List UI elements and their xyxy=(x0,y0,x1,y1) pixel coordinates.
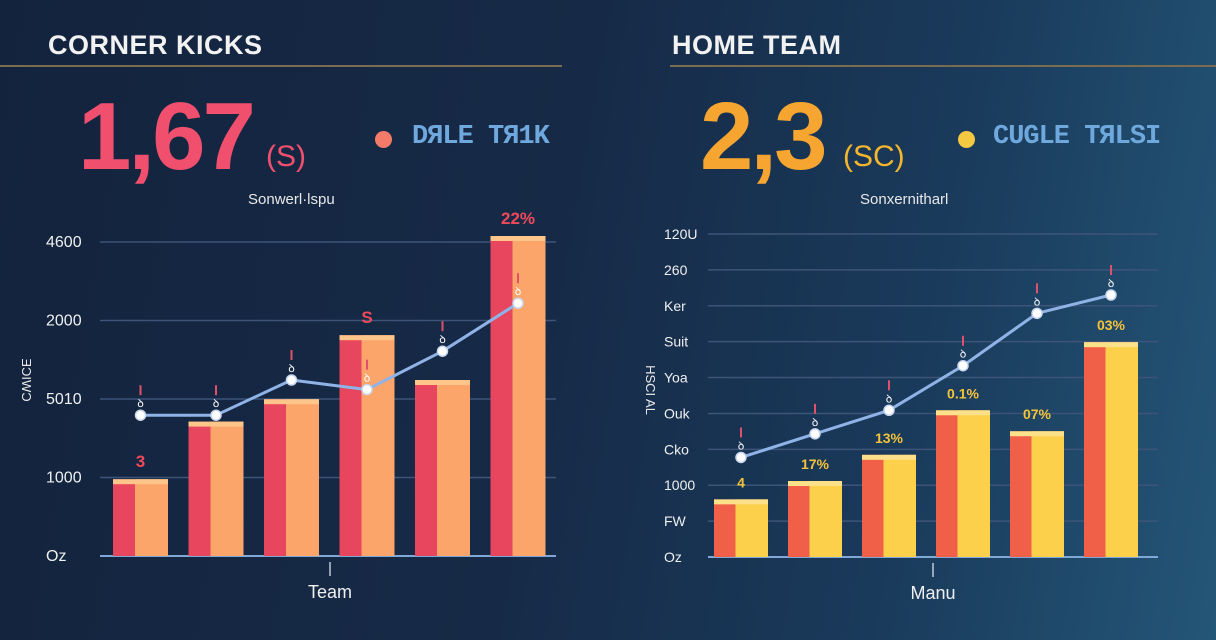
bar xyxy=(1084,342,1138,557)
line-point xyxy=(735,451,747,464)
bar-value-label: 3 xyxy=(136,452,145,471)
big-stat-value: 2,3 xyxy=(700,83,827,190)
bar-cap xyxy=(862,454,916,460)
legend-dot-icon xyxy=(375,131,392,148)
bar-value-label: 07% xyxy=(1023,406,1052,422)
y-tick-label: 2000 xyxy=(46,313,82,330)
line-point xyxy=(134,409,147,421)
line-point-label: ꝺ xyxy=(364,372,371,385)
bar xyxy=(339,335,395,556)
bar-cap xyxy=(264,399,319,405)
bar xyxy=(1010,431,1064,557)
bar-cap xyxy=(1084,342,1138,348)
y-tick-label: 4600 xyxy=(46,234,82,251)
legend-dot-icon xyxy=(958,131,975,148)
panel-corner-kicks: CORNER KICKS 1,67 (S) DЯLE TЯ1K Sonwerl·… xyxy=(0,0,600,640)
bar xyxy=(788,481,842,557)
line-point-label: ꝺ xyxy=(137,397,144,410)
bar xyxy=(862,454,916,557)
bar xyxy=(936,410,990,557)
y-tick-label: Ouk xyxy=(664,405,691,421)
y-tick-label: 1000 xyxy=(46,470,82,487)
bar-cap xyxy=(490,236,546,241)
line-point-label: ꝺ xyxy=(288,362,295,375)
line-point-label: ꝺ xyxy=(1034,295,1041,308)
big-stat-unit: (SC) xyxy=(843,140,905,173)
trend-line xyxy=(140,301,519,417)
y-tick-label: Yoa xyxy=(664,370,688,386)
line-point-label: ꝺ xyxy=(738,439,745,452)
panel-title: HOME TEAM xyxy=(672,30,842,60)
bar-cap xyxy=(339,335,395,341)
line-point xyxy=(436,345,449,357)
y-tick-label: 5010 xyxy=(46,391,82,408)
y-tick-label: FW xyxy=(664,513,687,529)
corner-kicks-chart: 4600 2000 5010 1000 Oz ƎƆIWƆ 3 S 22% ꝺ ꝺ ꝺ ꝺ ꝺ ꝺ Team xyxy=(19,209,556,602)
y-tick-label: Oz xyxy=(664,549,682,565)
line-point xyxy=(285,374,298,386)
bar-value-label: S xyxy=(361,308,372,327)
y-tick-label: Suit xyxy=(664,334,688,350)
bar xyxy=(490,236,546,556)
line-point-label: ꝺ xyxy=(213,397,220,410)
panel-home-team: HOME TEAM 2,3 (SC) CUGLE TЯLSI Sonxernit… xyxy=(608,0,1216,640)
bar xyxy=(415,380,470,556)
bar-cap xyxy=(714,499,768,505)
x-axis-label: Team xyxy=(308,582,352,602)
bar xyxy=(264,399,319,556)
line-point-label: ꝺ xyxy=(515,285,522,298)
bar-cap xyxy=(788,481,842,487)
bar-cap xyxy=(936,410,990,416)
chart-subtitle: Sonxernitharl xyxy=(860,191,949,208)
bar-value-label: 4 xyxy=(737,474,745,490)
line-point-label: ꝺ xyxy=(960,348,967,361)
bar-value-label: 22% xyxy=(501,209,535,228)
line-point xyxy=(1105,289,1117,301)
y-tick-label: 120U xyxy=(664,226,697,242)
line-point-label: ꝺ xyxy=(1108,277,1115,290)
bar xyxy=(188,421,244,556)
y-axis-label: HSCI AL xyxy=(643,365,658,415)
legend-label: CUGLE TЯLSI xyxy=(993,122,1161,152)
panel-title: CORNER KICKS xyxy=(48,30,263,60)
bar-value-label: 03% xyxy=(1097,317,1126,333)
legend-label: DЯLE TЯ1K xyxy=(412,122,550,152)
home-team-chart: 120U 260 Ker Suit Yoa Ouk Cko 1000 FW Oz HSCI AL 4 1… xyxy=(643,226,1158,603)
x-axis-label: Manu xyxy=(910,583,955,603)
y-axis-label: ƎƆIWƆ xyxy=(19,358,34,401)
bar-cap xyxy=(188,421,244,427)
line-point xyxy=(210,409,222,421)
line-point-label: ꝺ xyxy=(886,392,893,405)
y-tick-label: 260 xyxy=(664,262,688,278)
y-tick-label: 1000 xyxy=(664,477,695,493)
bar-value-label: 17% xyxy=(801,456,830,472)
title-divider xyxy=(670,65,1216,67)
y-tick-label: Ker xyxy=(664,298,686,314)
big-stat-unit: (S) xyxy=(266,140,306,173)
title-divider xyxy=(0,65,562,67)
bar-cap xyxy=(1010,431,1064,437)
bar-value-label: 0.1% xyxy=(947,385,979,401)
bar xyxy=(113,479,168,556)
line-point xyxy=(957,359,969,372)
bar-value-label: 13% xyxy=(875,430,904,446)
line-point xyxy=(1031,307,1043,320)
big-stat-value: 1,67 xyxy=(78,83,256,190)
line-point xyxy=(809,428,821,440)
y-tick-label: Oz xyxy=(46,548,66,565)
bar-cap xyxy=(415,380,470,385)
line-point xyxy=(512,297,524,309)
line-point-label: ꝺ xyxy=(812,416,819,429)
line-point xyxy=(361,383,373,396)
line-point xyxy=(883,404,895,417)
chart-subtitle: Sonwerl·lspu xyxy=(248,191,335,208)
trend-line xyxy=(740,293,1112,459)
bar xyxy=(714,499,768,557)
bar-cap xyxy=(113,479,168,485)
line-point-label: ꝺ xyxy=(439,333,446,346)
y-tick-label: Cko xyxy=(664,441,689,457)
